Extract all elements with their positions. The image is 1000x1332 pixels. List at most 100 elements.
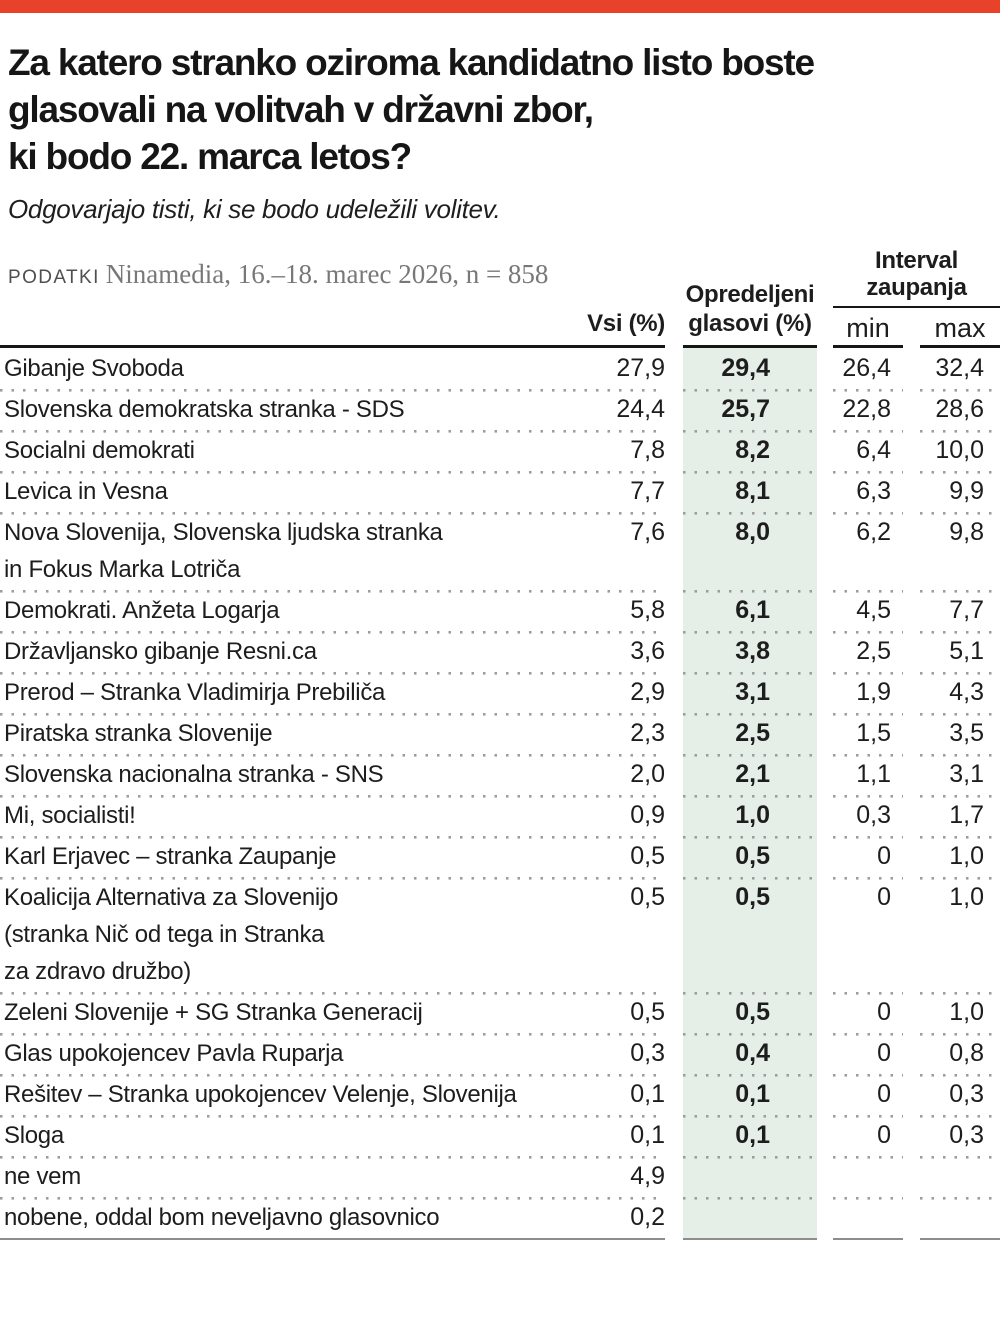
value-min: [833, 1156, 903, 1197]
column-gap: [665, 348, 683, 389]
party-name: Koalicija Alternativa za Slovenijo (stra…: [0, 877, 573, 992]
column-gap: [817, 795, 833, 836]
table-row: Glas upokojencev Pavla Ruparja 0,3 0,4 0 0,8: [0, 1033, 1000, 1074]
value-max: 4,3: [920, 672, 1000, 713]
value-max: 32,4: [935, 354, 984, 382]
table-row: Zeleni Slovenije + SG Stranka Generacij 0…: [0, 992, 1000, 1033]
column-gap: [665, 836, 683, 877]
value-max: [920, 1156, 1000, 1197]
value-max: 1,0: [920, 992, 1000, 1033]
value-max: 7,7: [920, 590, 1000, 631]
table-rule-segment: [683, 1238, 817, 1240]
value-opredeljeni: 3,1: [683, 672, 817, 713]
header-rule: [0, 345, 1000, 348]
value-vsi: 0,5: [573, 992, 665, 1033]
party-name: Rešitev – Stranka upokojencev Velenje, S…: [0, 1074, 573, 1115]
party-name: ne vem: [0, 1156, 573, 1197]
value-max: [920, 1197, 1000, 1238]
value-vsi: 0,1: [573, 1115, 665, 1156]
column-gap: [817, 1197, 833, 1238]
column-gap: [817, 430, 833, 471]
column-gap: [817, 1033, 833, 1074]
party-name: Karl Erjavec – stranka Zaupanje: [0, 836, 573, 877]
party-name: Slovenska demokratska stranka - SDS: [0, 389, 573, 430]
column-gap: [903, 590, 920, 631]
table-row: Državljansko gibanje Resni.ca 3,6 3,8 2,5 5,…: [0, 631, 1000, 672]
value-vsi: 5,8: [573, 590, 665, 631]
table-header-zone: PODATKI Ninamedia, 16.–18. marec 2026, n …: [0, 225, 1000, 345]
table-rule-segment: [0, 345, 665, 348]
value-opredeljeni: 8,0: [683, 512, 817, 590]
column-gap: [903, 672, 920, 713]
value-vsi: 3,6: [573, 631, 665, 672]
value-max: 0,3: [920, 1074, 1000, 1115]
source-line: PODATKI Ninamedia, 16.–18. marec 2026, n …: [8, 259, 548, 290]
column-gap: [665, 389, 683, 430]
table-rule-segment: [683, 345, 817, 348]
table-row: Mi, socialisti! 0,9 1,0 0,3 1,7: [0, 795, 1000, 836]
column-gap: [903, 1033, 920, 1074]
table-row: nobene, oddal bom neveljavno glasovnico 0…: [0, 1197, 1000, 1238]
column-gap: [817, 1156, 833, 1197]
value-vsi: 0,9: [573, 795, 665, 836]
page-title: Za katero stranko oziroma kandidatno lis…: [8, 42, 815, 177]
value-opredeljeni: 0,5: [683, 877, 817, 992]
value-opredeljeni: 8,2: [683, 430, 817, 471]
value-vsi: 2,3: [573, 713, 665, 754]
table-rule-segment: [920, 345, 1000, 348]
value-vsi: 7,8: [573, 430, 665, 471]
table-row: Rešitev – Stranka upokojencev Velenje, S…: [0, 1074, 1000, 1115]
column-gap: [903, 795, 920, 836]
value-max: 0,3: [920, 1115, 1000, 1156]
column-gap: [817, 877, 833, 992]
value-max: 9,9: [920, 471, 1000, 512]
value-opredeljeni: [683, 1156, 817, 1197]
value-vsi: 0,1: [573, 1074, 665, 1115]
party-name: Slovenska nacionalna stranka - SNS: [0, 754, 573, 795]
column-header-min: min: [846, 313, 890, 343]
column-gap: [903, 471, 920, 512]
column-gap: [665, 1033, 683, 1074]
column-gap: [903, 1197, 920, 1238]
column-gap: [665, 1115, 683, 1156]
value-max: 9,8: [920, 512, 1000, 590]
column-gap: [665, 754, 683, 795]
value-max: 1,7: [920, 795, 1000, 836]
party-name: Glas upokojencev Pavla Ruparja: [0, 1033, 573, 1074]
column-gap: [817, 1074, 833, 1115]
value-vsi: 4,9: [573, 1156, 665, 1197]
top-accent-bar: [0, 0, 1000, 13]
subtitle: Odgovarjajo tisti, ki se bodo udeležili …: [8, 194, 501, 224]
table-row: Demokrati. Anžeta Logarja 5,8 6,1 4,5 7,7: [0, 590, 1000, 631]
column-gap: [903, 512, 920, 590]
column-gap: [665, 877, 683, 992]
column-gap: [817, 836, 833, 877]
value-vsi: 0,5: [573, 877, 665, 992]
value-max: 3,1: [920, 754, 1000, 795]
value-min: 0: [833, 1074, 903, 1115]
column-gap: [665, 430, 683, 471]
column-gap: [665, 713, 683, 754]
table-rule-segment: [833, 345, 903, 348]
value-min: 26,4: [842, 354, 891, 382]
value-max: 10,0: [920, 430, 1000, 471]
party-name: Mi, socialisti!: [0, 795, 573, 836]
party-name: Sloga: [0, 1115, 573, 1156]
column-gap: [817, 590, 833, 631]
value-min: 4,5: [833, 590, 903, 631]
table-row: Nova Slovenija, Slovenska ljudska strank…: [0, 512, 1000, 590]
value-opredeljeni: 8,1: [683, 471, 817, 512]
value-opredeljeni: 3,8: [683, 631, 817, 672]
value-min: 0: [833, 877, 903, 992]
column-gap: [903, 1074, 920, 1115]
table-row: Slovenska nacionalna stranka - SNS 2,0 2,1…: [0, 754, 1000, 795]
column-gap: [665, 590, 683, 631]
value-opredeljeni: 0,5: [683, 836, 817, 877]
column-gap: [665, 795, 683, 836]
value-min: 2,5: [833, 631, 903, 672]
value-opredeljeni: 1,0: [683, 795, 817, 836]
value-vsi: 2,0: [573, 754, 665, 795]
column-gap: [903, 430, 920, 471]
column-gap: [903, 1156, 920, 1197]
